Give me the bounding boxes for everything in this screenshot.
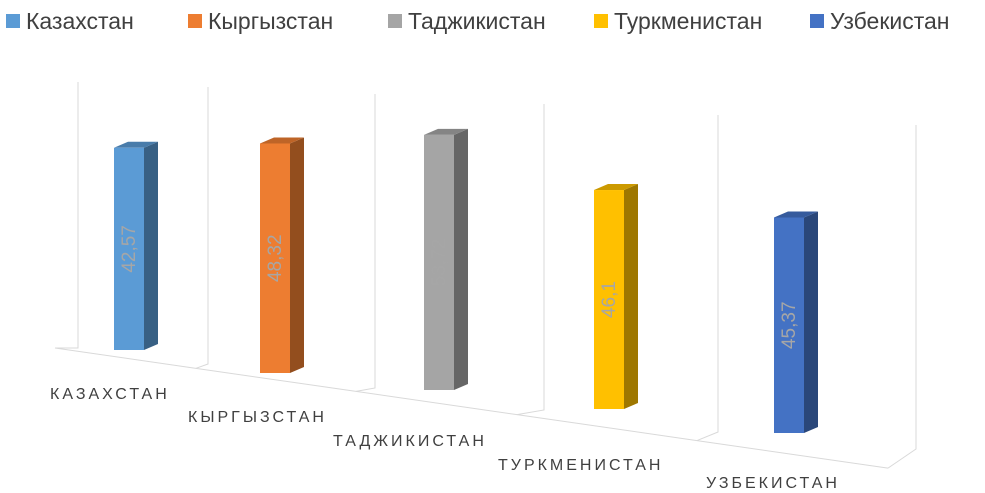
gridline [55, 82, 79, 349]
legend-swatch [594, 14, 608, 28]
data-label: 46,1 [599, 281, 620, 318]
legend-label: Таджикистан [408, 8, 546, 34]
bar: 42,57 [114, 141, 158, 350]
bar-side-face [144, 141, 158, 350]
bar: 45,37 [774, 211, 818, 433]
category-label: КЫРГЫЗСТАН [188, 409, 327, 426]
bar: 48,32 [260, 137, 304, 373]
legend: Казахстан Кыргызстан Таджикистан Туркменист… [6, 8, 950, 34]
bar-front-face [424, 134, 454, 390]
gridline [355, 94, 376, 392]
bar-side-face [804, 211, 818, 433]
legend-item: Туркменистан [594, 8, 762, 34]
category-label: ТУРКМЕНИСТАН [498, 457, 663, 474]
legend-swatch [6, 14, 20, 28]
legend-item: Казахстан [6, 8, 134, 34]
bar-top-face [114, 141, 158, 148]
bar-top-face [594, 184, 638, 191]
gridline [887, 125, 917, 469]
gridline [195, 87, 209, 369]
legend-swatch [810, 14, 824, 28]
bar-top-face [774, 211, 818, 218]
legend-swatch [188, 14, 202, 28]
data-label: 53,72 [429, 239, 450, 287]
gridline [696, 115, 719, 442]
legend-item: Таджикистан [388, 8, 546, 34]
bar-top-face [260, 137, 304, 144]
bar: 46,1 [594, 184, 638, 409]
category-labels: КАЗАХСТАН КЫРГЫЗСТАН ТАДЖИКИСТАН ТУРКМЕНИСТ… [50, 386, 840, 492]
legend-label: Кыргызстан [208, 8, 333, 34]
bars: 42,57 48,32 53,72 46,1 45,37 [114, 128, 818, 433]
legend-swatch [388, 14, 402, 28]
bar-front-face [114, 147, 144, 350]
bar-top-face [424, 128, 468, 135]
legend-label: Туркменистан [614, 8, 762, 34]
legend-label: Казахстан [26, 8, 134, 34]
bar-side-face [624, 184, 638, 409]
data-label: 42,57 [119, 225, 140, 273]
gridline [516, 104, 545, 416]
category-label: КАЗАХСТАН [50, 386, 170, 403]
bar: 53,72 [424, 128, 468, 390]
bar-side-face [290, 137, 304, 373]
bar-front-face [594, 190, 624, 409]
data-label: 48,32 [265, 234, 286, 282]
bar-side-face [454, 128, 468, 390]
category-label: УЗБЕКИСТАН [706, 475, 840, 492]
category-label: ТАДЖИКИСТАН [333, 433, 487, 450]
bar-front-face [774, 217, 804, 433]
bar-front-face [260, 143, 290, 373]
data-label: 45,37 [779, 301, 800, 349]
floor-line [54, 347, 889, 469]
grid [54, 82, 917, 469]
legend-label: Узбекистан [830, 8, 950, 34]
legend-item: Кыргызстан [188, 8, 333, 34]
legend-item: Узбекистан [810, 8, 950, 34]
